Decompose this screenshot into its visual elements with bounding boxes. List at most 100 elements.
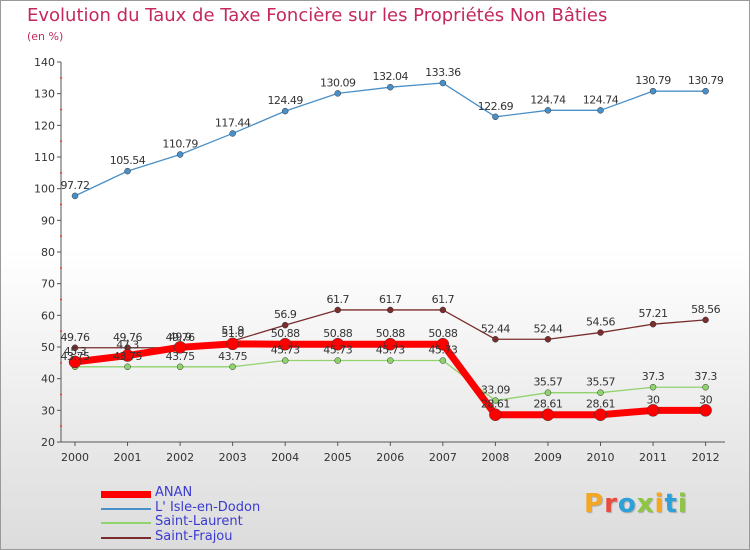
data-point (597, 389, 604, 396)
y-minor-tick (60, 108, 62, 111)
brand-letter: o (617, 489, 637, 519)
data-point (492, 397, 499, 404)
data-label: 49.9 (169, 330, 192, 343)
data-point (124, 363, 131, 371)
x-tick-label: 2000 (61, 451, 89, 464)
data-label: 52.44 (533, 322, 562, 335)
y-tick-label: 130 (34, 88, 55, 101)
legend-swatch (101, 507, 151, 510)
data-label: 97.72 (61, 179, 90, 192)
x-tick-label: 2006 (376, 451, 404, 464)
data-label: 49.76 (61, 331, 90, 344)
data-point (176, 363, 184, 371)
data-point (702, 87, 709, 95)
y-tick-label: 80 (41, 246, 55, 259)
y-minor-tick (60, 298, 62, 301)
data-label: 45.73 (376, 344, 405, 357)
data-label: 58.56 (691, 303, 720, 316)
data-label: 28.61 (586, 398, 615, 411)
x-tick-label: 2008 (481, 451, 509, 464)
x-tick-label: 2003 (219, 451, 247, 464)
data-point (649, 383, 657, 391)
data-point (229, 130, 236, 137)
data-label: 37.3 (642, 370, 665, 383)
data-label: 105.54 (110, 154, 146, 167)
data-label: 54.56 (586, 316, 615, 329)
data-label: 45.73 (323, 344, 352, 357)
x-tick-label: 2010 (587, 451, 615, 464)
y-tick-label: 30 (41, 404, 55, 417)
data-point (176, 151, 184, 158)
data-point (281, 357, 289, 364)
data-point (594, 408, 607, 421)
y-tick-label: 90 (41, 214, 55, 227)
y-tick-label: 120 (34, 119, 55, 132)
data-label: 124.74 (583, 93, 619, 106)
data-label: 61.7 (432, 293, 455, 306)
data-point (71, 192, 79, 200)
x-tick-label: 2011 (639, 451, 667, 464)
data-point (439, 79, 447, 87)
y-minor-tick (60, 361, 62, 364)
data-point (278, 337, 292, 351)
data-point (544, 336, 552, 343)
y-tick-label: 110 (34, 151, 55, 164)
y-minor-tick (60, 140, 62, 143)
data-label: 43.75 (113, 350, 142, 363)
data-label: 122.69 (478, 100, 514, 113)
data-point (71, 344, 79, 352)
data-label: 130.79 (635, 74, 671, 87)
data-point (702, 383, 709, 391)
brand-letter: P (584, 489, 605, 519)
data-point (544, 107, 552, 114)
data-label: 50.88 (323, 327, 352, 340)
data-point (334, 90, 341, 97)
y-minor-tick (60, 171, 62, 174)
data-point (226, 337, 239, 351)
data-label: 117.44 (215, 116, 251, 129)
data-label: 28.61 (481, 398, 510, 411)
data-label: 35.57 (586, 376, 615, 389)
data-point (384, 337, 397, 351)
y-minor-tick (60, 425, 62, 428)
data-point (439, 306, 447, 314)
x-tick-label: 2007 (429, 451, 457, 464)
brand-letter: r (604, 489, 618, 519)
data-point (173, 341, 187, 354)
data-point (492, 113, 499, 121)
data-point (281, 321, 289, 329)
data-point (544, 389, 552, 396)
data-point (436, 337, 450, 351)
legend-label: Saint-Frajou (155, 528, 233, 544)
data-point (68, 355, 82, 369)
y-tick-label: 70 (41, 278, 55, 291)
brand-letter: x (636, 489, 655, 519)
data-point (334, 357, 341, 364)
data-point (229, 363, 236, 371)
data-label: 28.61 (533, 398, 562, 411)
brand-letter: i (654, 489, 665, 519)
x-tick-label: 2004 (271, 451, 299, 464)
data-label: 61.7 (327, 293, 350, 306)
data-label: 30 (647, 393, 660, 406)
data-point (387, 306, 394, 314)
y-minor-tick (60, 330, 62, 333)
data-label: 51.9 (221, 324, 244, 337)
data-point (597, 329, 604, 336)
legend-swatch (101, 536, 151, 539)
y-tick-label: 40 (41, 373, 55, 386)
data-point (541, 408, 555, 421)
data-label: 61.7 (379, 293, 402, 306)
data-label: 49.76 (166, 331, 195, 344)
data-point (699, 404, 712, 417)
data-point (334, 306, 341, 314)
y-minor-tick (60, 76, 62, 79)
y-tick-label: 140 (34, 56, 55, 69)
data-label: 45.3 (64, 345, 87, 358)
data-point (492, 336, 499, 343)
brand-letter: t (664, 489, 678, 519)
data-point (597, 107, 604, 114)
data-label: 33.09 (481, 384, 510, 397)
data-point (489, 408, 502, 421)
